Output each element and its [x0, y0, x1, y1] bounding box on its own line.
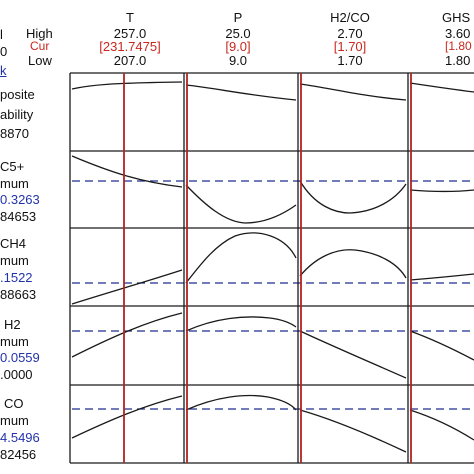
curve-composite-h2co: [299, 83, 407, 101]
header-left-partial-3[interactable]: k: [0, 63, 7, 78]
header-left-partial-2: 0: [0, 44, 8, 59]
curve-h2-t: [71, 312, 183, 358]
level-label-low: Low: [28, 53, 52, 68]
curve-co-ghs: [409, 409, 474, 441]
factor-name-t: T: [126, 10, 134, 25]
curve-ch4-t: [71, 269, 183, 305]
level-label-cur: Cur: [30, 39, 50, 53]
factor-high-ghs: 3.60: [445, 26, 471, 41]
response-co-name: CO: [4, 396, 24, 411]
factor-low-ghs: 1.80: [445, 53, 471, 68]
factor-low-h2co: 1.70: [337, 53, 363, 68]
response-h2-y: 0.0559: [0, 350, 40, 365]
factor-high-t: 257.0: [113, 26, 147, 41]
curve-c5-ghs: [409, 189, 474, 193]
curve-ch4-h2co: [299, 249, 407, 279]
response-c5-goal: mum: [0, 176, 29, 191]
curve-co-p: [185, 394, 297, 411]
header-left-partial-1: l: [0, 27, 3, 42]
response-ch4-d: 88663: [0, 287, 37, 302]
factor-name-h2co: H2/CO: [330, 10, 370, 25]
curve-ch4-p: [185, 232, 297, 284]
curve-c5-t: [71, 155, 183, 188]
response-co-y: 4.5496: [0, 430, 40, 445]
curve-composite-t: [71, 81, 183, 90]
response-c5-name: C5+: [0, 159, 25, 174]
factor-cur-t: [231.7475]: [99, 39, 161, 54]
response-co-goal: mum: [0, 413, 29, 428]
curve-c5-p: [185, 184, 297, 224]
curve-h2-ghs: [409, 330, 474, 361]
factor-cur-p: [9.0]: [225, 39, 251, 54]
response-c5-y: 0.3263: [0, 192, 40, 207]
response-co-d: 82456: [0, 447, 37, 462]
response-ch4-name: CH4: [0, 236, 27, 251]
curve-c5-h2co: [299, 180, 407, 214]
curve-h2-h2co: [299, 330, 407, 379]
factor-low-t: 207.0: [113, 53, 147, 68]
level-label-high: High: [26, 26, 53, 41]
response-h2-d: .0000: [0, 367, 33, 382]
factor-name-p: P: [233, 10, 243, 25]
curve-ch4-ghs: [409, 273, 474, 281]
response-ch4-y: .1522: [0, 270, 33, 285]
current-setting-lines: [123, 73, 412, 463]
response-h2-name: H2: [4, 317, 21, 332]
response-composite-line1: posite: [0, 87, 35, 102]
curve-composite-p: [185, 84, 297, 101]
factor-high-p: 25.0: [225, 26, 251, 41]
factor-cur-h2co: [1.70]: [333, 39, 367, 54]
response-ch4-goal: mum: [0, 253, 29, 268]
response-composite-value: 8870: [0, 126, 29, 141]
factor-low-p: 9.0: [228, 53, 248, 68]
curve-co-t: [71, 395, 183, 439]
response-c5-d: 84653: [0, 209, 37, 224]
curve-co-h2co: [299, 409, 407, 453]
response-composite-line2: ability: [0, 107, 34, 122]
factor-high-h2co: 2.70: [337, 26, 363, 41]
grid-lines: [69, 72, 474, 464]
factor-cur-ghs: [1.80: [445, 39, 472, 53]
curve-h2-p: [185, 316, 297, 332]
curve-composite-ghs: [409, 82, 474, 93]
response-h2-goal: mum: [0, 334, 29, 349]
factor-name-ghs: GHS: [442, 10, 471, 25]
